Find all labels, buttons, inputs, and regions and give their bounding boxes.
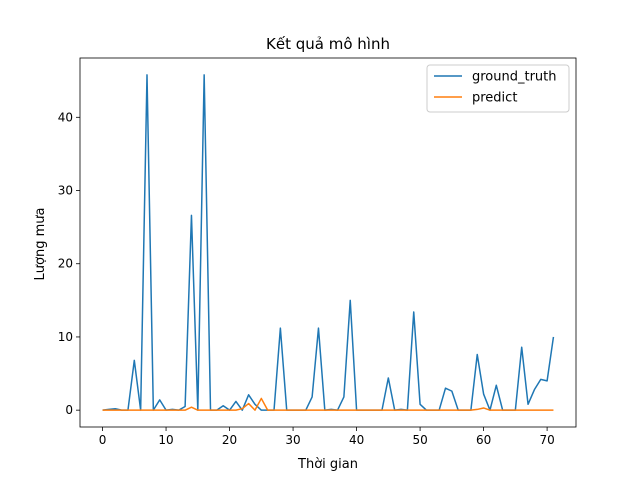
y-tick-label: 0 [65, 403, 73, 417]
x-tick-label: 50 [412, 433, 427, 447]
x-tick-label: 20 [222, 433, 237, 447]
legend-box [426, 64, 570, 113]
x-tick-label: 70 [539, 433, 554, 447]
y-tick-label: 30 [58, 184, 73, 198]
series-line-predict [102, 397, 554, 411]
x-tick-label: 40 [349, 433, 364, 447]
plot-area: 0 10 20 30 40 50 60 70 0 10 20 30 40 [58, 57, 577, 447]
y-tick-label: 10 [58, 330, 73, 344]
x-tick-label: 10 [158, 433, 173, 447]
x-tick-label: 30 [285, 433, 300, 447]
x-axis-label: Thời gian [297, 457, 358, 472]
chart-title: Kết quả mô hình [266, 35, 390, 53]
y-tick-label: 20 [58, 257, 73, 271]
x-tick-label: 0 [99, 433, 107, 447]
x-tick-label: 60 [476, 433, 491, 447]
y-axis-label: Lượng mưa [33, 208, 48, 281]
y-tick-label: 40 [58, 110, 73, 124]
legend-label-predict: predict [472, 91, 517, 106]
legend-label-ground-truth: ground_truth [472, 70, 557, 85]
axes-frame [79, 57, 577, 428]
